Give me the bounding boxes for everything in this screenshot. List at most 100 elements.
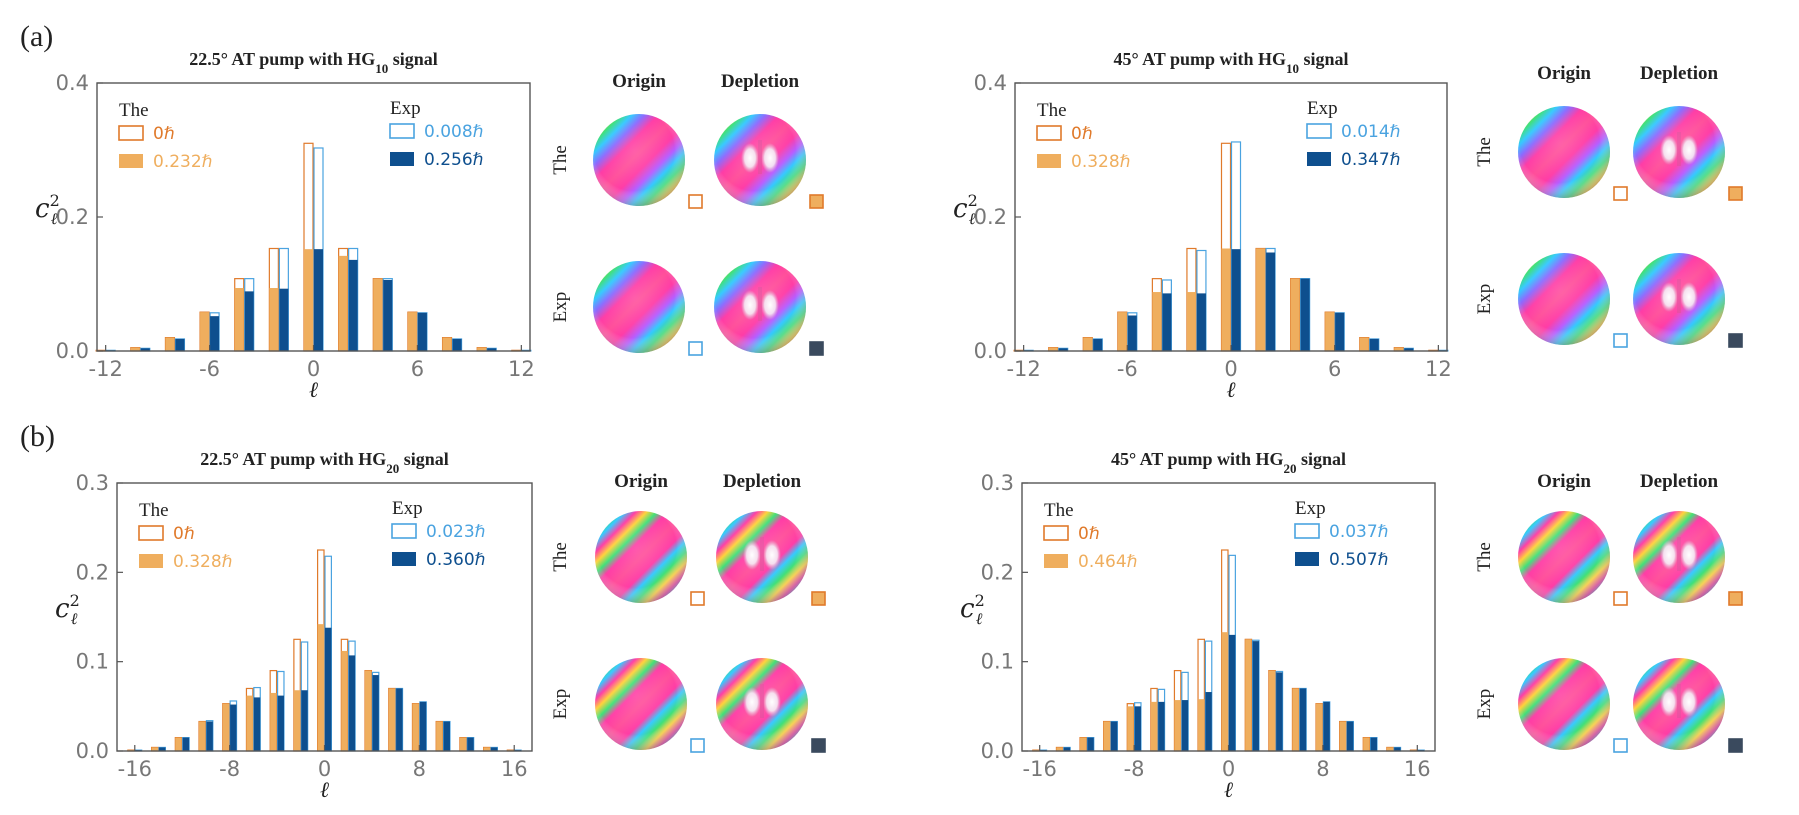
bars (1032, 549, 1425, 752)
legend-the-depletion-label: 0.232ℏ (153, 152, 212, 172)
x-tick-label: 8 (413, 757, 426, 781)
sphere (1633, 658, 1743, 753)
sphere-marker (1728, 591, 1743, 606)
bar-the-depletion (388, 688, 396, 751)
x-tick-label: -8 (1124, 757, 1145, 781)
bar-exp-depletion (244, 291, 254, 351)
chart-title: 45° AT pump with HG10 signal (1113, 49, 1348, 76)
y-tick-label: 0.2 (974, 205, 1007, 229)
bar-the-depletion (1152, 292, 1162, 351)
panel-label-a: (a) (20, 20, 53, 53)
bar-the-depletion (199, 721, 206, 751)
legend-title-the: The (1044, 500, 1074, 521)
sphere-marker (690, 591, 705, 606)
sphere-row-the: The (1474, 137, 1495, 167)
bar-the-depletion (338, 255, 348, 351)
bar-the-depletion (483, 747, 490, 751)
sphere-block-3: Origin Depletion The Exp (550, 471, 826, 753)
bar-the-depletion (1150, 701, 1158, 751)
y-tick-label: 0.1 (76, 650, 109, 674)
bar-the-depletion (222, 703, 230, 751)
legend-the-depletion-swatch (1037, 154, 1061, 168)
sphere-row-exp: Exp (550, 689, 571, 720)
legend-exp-depletion-swatch (392, 552, 416, 566)
bars (95, 142, 532, 352)
sphere-row-the: The (550, 145, 571, 175)
sphere-col-depletion: Depletion (1640, 63, 1719, 84)
sphere-shading (1633, 511, 1725, 603)
bars (1013, 141, 1449, 352)
x-tick-label: -6 (1117, 357, 1138, 381)
bar-the-depletion (459, 737, 467, 751)
legend-the-depletion-label: 0.464ℏ (1078, 552, 1137, 572)
x-tick-label: -6 (199, 357, 220, 381)
y-tick-label: 0.2 (76, 560, 109, 584)
sphere-col-depletion: Depletion (1640, 471, 1719, 492)
bar-the-depletion (1117, 312, 1127, 351)
chart-title: 45° AT pump with HG20 signal (1111, 449, 1346, 476)
sphere-shading (595, 658, 687, 750)
bar-the-depletion (1174, 700, 1181, 751)
x-tick-label: -12 (1006, 357, 1040, 381)
sphere-shading (714, 114, 806, 206)
bar-exp-depletion (1266, 252, 1276, 351)
bar-exp-depletion (230, 704, 237, 751)
bar-the-depletion (1103, 721, 1110, 751)
sphere-shading (716, 658, 808, 750)
sphere-shading (1633, 253, 1725, 345)
bar-the-depletion (442, 337, 452, 351)
legend-title-the: The (119, 100, 149, 121)
bar-exp-depletion (1370, 737, 1377, 751)
x-axis-label: ℓ (1224, 778, 1234, 803)
legend-the-zero-swatch (1043, 525, 1069, 541)
bar-exp-depletion (1347, 721, 1354, 751)
x-axis-label: ℓ (1226, 378, 1236, 403)
sphere-col-depletion: Depletion (721, 71, 800, 92)
bar-exp-depletion (491, 747, 498, 751)
x-tick-label: 12 (508, 357, 535, 381)
bar-exp-depletion (301, 690, 308, 751)
y-tick-label: 0.2 (981, 560, 1014, 584)
sphere-col-origin: Origin (614, 471, 668, 492)
bar-exp-depletion (1087, 737, 1094, 751)
sphere (593, 114, 703, 209)
sphere-block-4: Origin Depletion The Exp (1474, 471, 1743, 753)
legend-exp-zero-label: 0.008ℏ (424, 122, 483, 142)
sphere (1633, 253, 1743, 348)
bar-the-depletion (317, 624, 324, 751)
legend: The Exp 0ℏ 0.328ℏ 0.023ℏ 0.360ℏ (138, 498, 485, 572)
x-tick-label: 16 (501, 757, 528, 781)
bar-exp-depletion (1181, 700, 1189, 751)
legend-the-depletion-swatch (1044, 554, 1068, 568)
legend-exp-depletion-label: 0.347ℏ (1341, 150, 1400, 170)
bar-the-depletion (1056, 747, 1063, 751)
y-tick-label: 0.0 (974, 339, 1007, 363)
sphere-marker (688, 194, 703, 209)
y-axis-label: c2 ℓ (35, 191, 60, 228)
bar-the-depletion (165, 337, 175, 351)
bar-exp-depletion (1158, 701, 1165, 751)
sphere-marker (1613, 738, 1628, 753)
legend-exp-depletion-label: 0.360ℏ (426, 550, 485, 570)
bar-exp-depletion (1205, 692, 1212, 751)
bar-exp-depletion (443, 721, 450, 751)
bar-exp-depletion (1127, 315, 1137, 351)
sphere-marker (1613, 333, 1628, 348)
x-tick-label: -16 (1023, 757, 1057, 781)
bar-the-depletion (365, 670, 372, 751)
legend-title-the: The (139, 500, 169, 521)
bar-the-depletion (436, 721, 443, 751)
bar-the-depletion (1127, 706, 1134, 751)
bar-exp-depletion (206, 721, 213, 751)
sphere (714, 261, 824, 356)
legend-exp-zero-label: 0.023ℏ (426, 522, 485, 542)
sphere (1518, 511, 1628, 606)
legend-the-zero-label: 0ℏ (1078, 524, 1100, 544)
sphere-marker (688, 341, 703, 356)
bar-exp-depletion (1335, 312, 1345, 351)
bar-exp-depletion (348, 655, 356, 751)
bar-the-depletion (412, 703, 419, 751)
bar-exp-depletion (419, 701, 427, 751)
legend-the-zero-swatch (1036, 125, 1062, 141)
legend-the-depletion-label: 0.328ℏ (1071, 152, 1130, 172)
